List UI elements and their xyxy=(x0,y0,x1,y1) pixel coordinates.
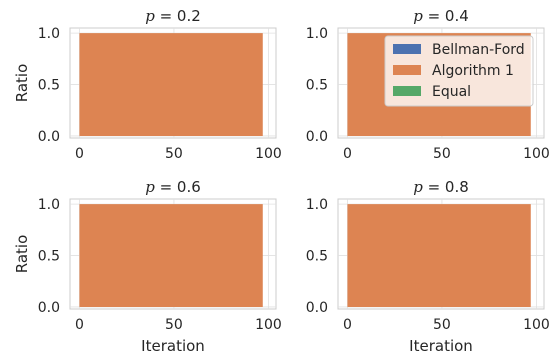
x-tick-label: 50 xyxy=(433,317,451,333)
y-tick-label: 0.0 xyxy=(38,129,60,145)
subplot-title: p = 0.2 xyxy=(145,7,201,25)
x-axis-label: Iteration xyxy=(141,337,205,355)
subplot-3: 0 50 100 0.0 0.5 1.0 p = 0.6 Ratio Iteration xyxy=(13,178,282,355)
x-tick-label: 100 xyxy=(255,317,282,333)
subplot-title: p = 0.8 xyxy=(413,178,469,196)
legend-swatch xyxy=(393,65,421,75)
legend-swatch xyxy=(393,86,421,96)
y-tick-label: 0.5 xyxy=(38,249,60,265)
subplot-title: p = 0.6 xyxy=(145,178,201,196)
x-tick-label: 50 xyxy=(433,146,451,162)
y-tick-label: 1.0 xyxy=(306,197,328,213)
x-tick-label: 50 xyxy=(165,146,183,162)
subplot-1: 0 50 100 0.0 0.5 1.0 p = 0.2 Ratio xyxy=(13,7,282,162)
legend-label: Algorithm 1 xyxy=(432,63,514,79)
y-tick-label: 0.0 xyxy=(306,129,328,145)
y-tick-label: 0.5 xyxy=(306,249,328,265)
y-tick-label: 0.5 xyxy=(38,78,60,94)
y-tick-label: 0.0 xyxy=(306,300,328,316)
x-tick-label: 50 xyxy=(165,317,183,333)
x-tick-label: 0 xyxy=(75,317,84,333)
x-tick-label: 100 xyxy=(255,146,282,162)
y-axis-label: Ratio xyxy=(13,64,31,103)
y-axis-label: Ratio xyxy=(13,235,31,274)
y-tick-label: 0.5 xyxy=(306,78,328,94)
area-algorithm-1 xyxy=(347,204,531,307)
legend-label: Equal xyxy=(432,84,471,100)
x-tick-label: 0 xyxy=(343,146,352,162)
area-algorithm-1 xyxy=(79,204,263,307)
y-tick-label: 1.0 xyxy=(306,26,328,42)
area-algorithm-1 xyxy=(79,33,263,136)
subplot-2: 0 50 100 0.0 0.5 1.0 p = 0.4 Bellman-Ford Algori… xyxy=(306,7,550,162)
x-tick-label: 100 xyxy=(523,317,550,333)
y-tick-label: 1.0 xyxy=(38,197,60,213)
subplot-4: 0 50 100 0.0 0.5 1.0 p = 0.8 Iteration xyxy=(306,178,550,355)
x-axis-label: Iteration xyxy=(409,337,473,355)
x-tick-label: 100 xyxy=(523,146,550,162)
y-tick-label: 0.0 xyxy=(38,300,60,316)
x-tick-label: 0 xyxy=(343,317,352,333)
subplot-title: p = 0.4 xyxy=(413,7,469,25)
legend: Bellman-Ford Algorithm 1 Equal xyxy=(384,35,534,107)
legend-label: Bellman-Ford xyxy=(432,42,525,58)
legend-swatch xyxy=(393,44,421,54)
legend-box xyxy=(384,35,534,107)
x-tick-label: 0 xyxy=(75,146,84,162)
y-tick-label: 1.0 xyxy=(38,26,60,42)
